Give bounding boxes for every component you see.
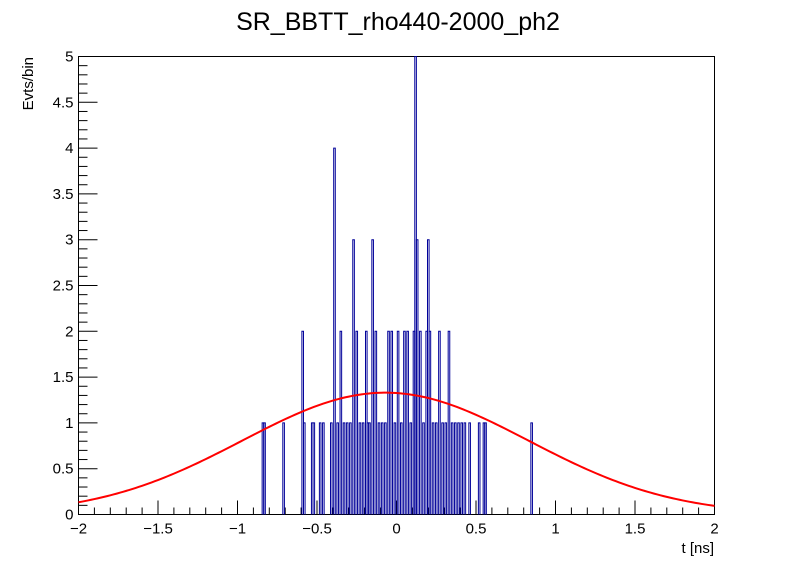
histogram-bin (457, 422, 460, 515)
histogram-bin (441, 422, 444, 515)
histogram-bin (428, 330, 432, 515)
histogram-bin (438, 330, 441, 515)
histogram-bin (339, 330, 343, 515)
x-tick-label: 2 (710, 521, 718, 538)
y-tick-label: 2.5 (53, 278, 74, 295)
histogram-bin (477, 422, 481, 515)
x-tick-label: −1.5 (143, 521, 173, 538)
histogram-bin (312, 422, 316, 515)
histogram-bin (349, 422, 352, 515)
histogram-bin (342, 422, 346, 515)
histogram-bin (352, 239, 355, 515)
histogram-bin (390, 330, 394, 515)
y-tick-label: 5 (65, 49, 73, 66)
histogram-bin (355, 330, 359, 515)
histogram-bin (484, 422, 487, 515)
y-tick-label: 2 (65, 323, 73, 340)
y-tick-labels: 0 0.5 1 1.5 2 2.5 3 3.5 4 4.5 5 (53, 49, 74, 524)
histogram-bin (330, 422, 333, 515)
histogram-bin (345, 422, 349, 515)
histogram-bin (377, 422, 381, 515)
histogram-bin (444, 422, 448, 515)
y-tick-label: 3 (65, 232, 73, 249)
histogram-bin (415, 239, 419, 515)
histogram-bin (463, 422, 467, 515)
histogram-bin (371, 239, 374, 515)
x-axis (78, 500, 715, 515)
y-tick-label: 4.5 (53, 94, 74, 111)
histogram-bin (396, 330, 400, 515)
x-tick-label: −0.5 (302, 521, 332, 538)
histogram-bin (530, 422, 533, 515)
y-tick-label: 0.5 (53, 461, 74, 478)
y-axis-title: Evts/bin (20, 57, 37, 110)
histogram-bin (374, 330, 378, 515)
histogram-bin (302, 422, 306, 515)
histogram-bins (261, 56, 533, 515)
histogram-bin (384, 422, 387, 515)
histogram-bin (333, 147, 336, 515)
histogram-bin (454, 422, 457, 515)
x-tick-label: −2 (70, 521, 87, 538)
histogram-bin (322, 422, 325, 515)
histogram-bin (403, 330, 406, 515)
y-tick-label: 1.5 (53, 369, 74, 386)
x-tick-labels: −2 −1.5 −1 −0.5 0 0.5 1 1.5 2 (70, 521, 719, 538)
histogram-bin (336, 422, 339, 515)
x-tick-label: 0 (392, 521, 400, 538)
histogram-bin (450, 422, 454, 515)
histogram-bin (460, 422, 463, 515)
histogram-bin (419, 330, 422, 515)
histogram-bin (263, 422, 266, 515)
x-tick-label: −1 (229, 521, 246, 538)
histogram-bin (399, 422, 403, 515)
plot-frame (78, 56, 715, 515)
histogram-bin (368, 422, 371, 515)
y-tick-label: 0 (65, 507, 73, 524)
histogram-bin (387, 330, 390, 515)
gaussian-fit-curve (78, 391, 715, 507)
y-tick-label: 3.5 (53, 186, 74, 203)
histogram-bin (409, 422, 413, 515)
histogram-bin (468, 422, 471, 515)
x-axis-title: t [ns] (681, 540, 714, 557)
histogram-bin (431, 422, 435, 515)
x-tick-label: 1.5 (625, 521, 646, 538)
histogram-bin (318, 422, 322, 515)
histogram-bin (447, 330, 451, 515)
histogram-bin (393, 422, 397, 515)
y-tick-label: 1 (65, 415, 73, 432)
histogram-bin (406, 330, 409, 515)
histogram-bin (358, 422, 362, 515)
chart-title: SR_BBTT_rho440-2000_ph2 (236, 8, 560, 36)
histogram-bin (422, 422, 425, 515)
histogram-bin (380, 422, 384, 515)
y-tick-label: 4 (65, 140, 73, 157)
histogram-bin (434, 422, 438, 515)
histogram-bin (282, 422, 285, 515)
y-axis (78, 56, 98, 515)
x-tick-label: 0.5 (466, 521, 487, 538)
histogram-bin (361, 422, 365, 515)
x-tick-label: 1 (551, 521, 559, 538)
